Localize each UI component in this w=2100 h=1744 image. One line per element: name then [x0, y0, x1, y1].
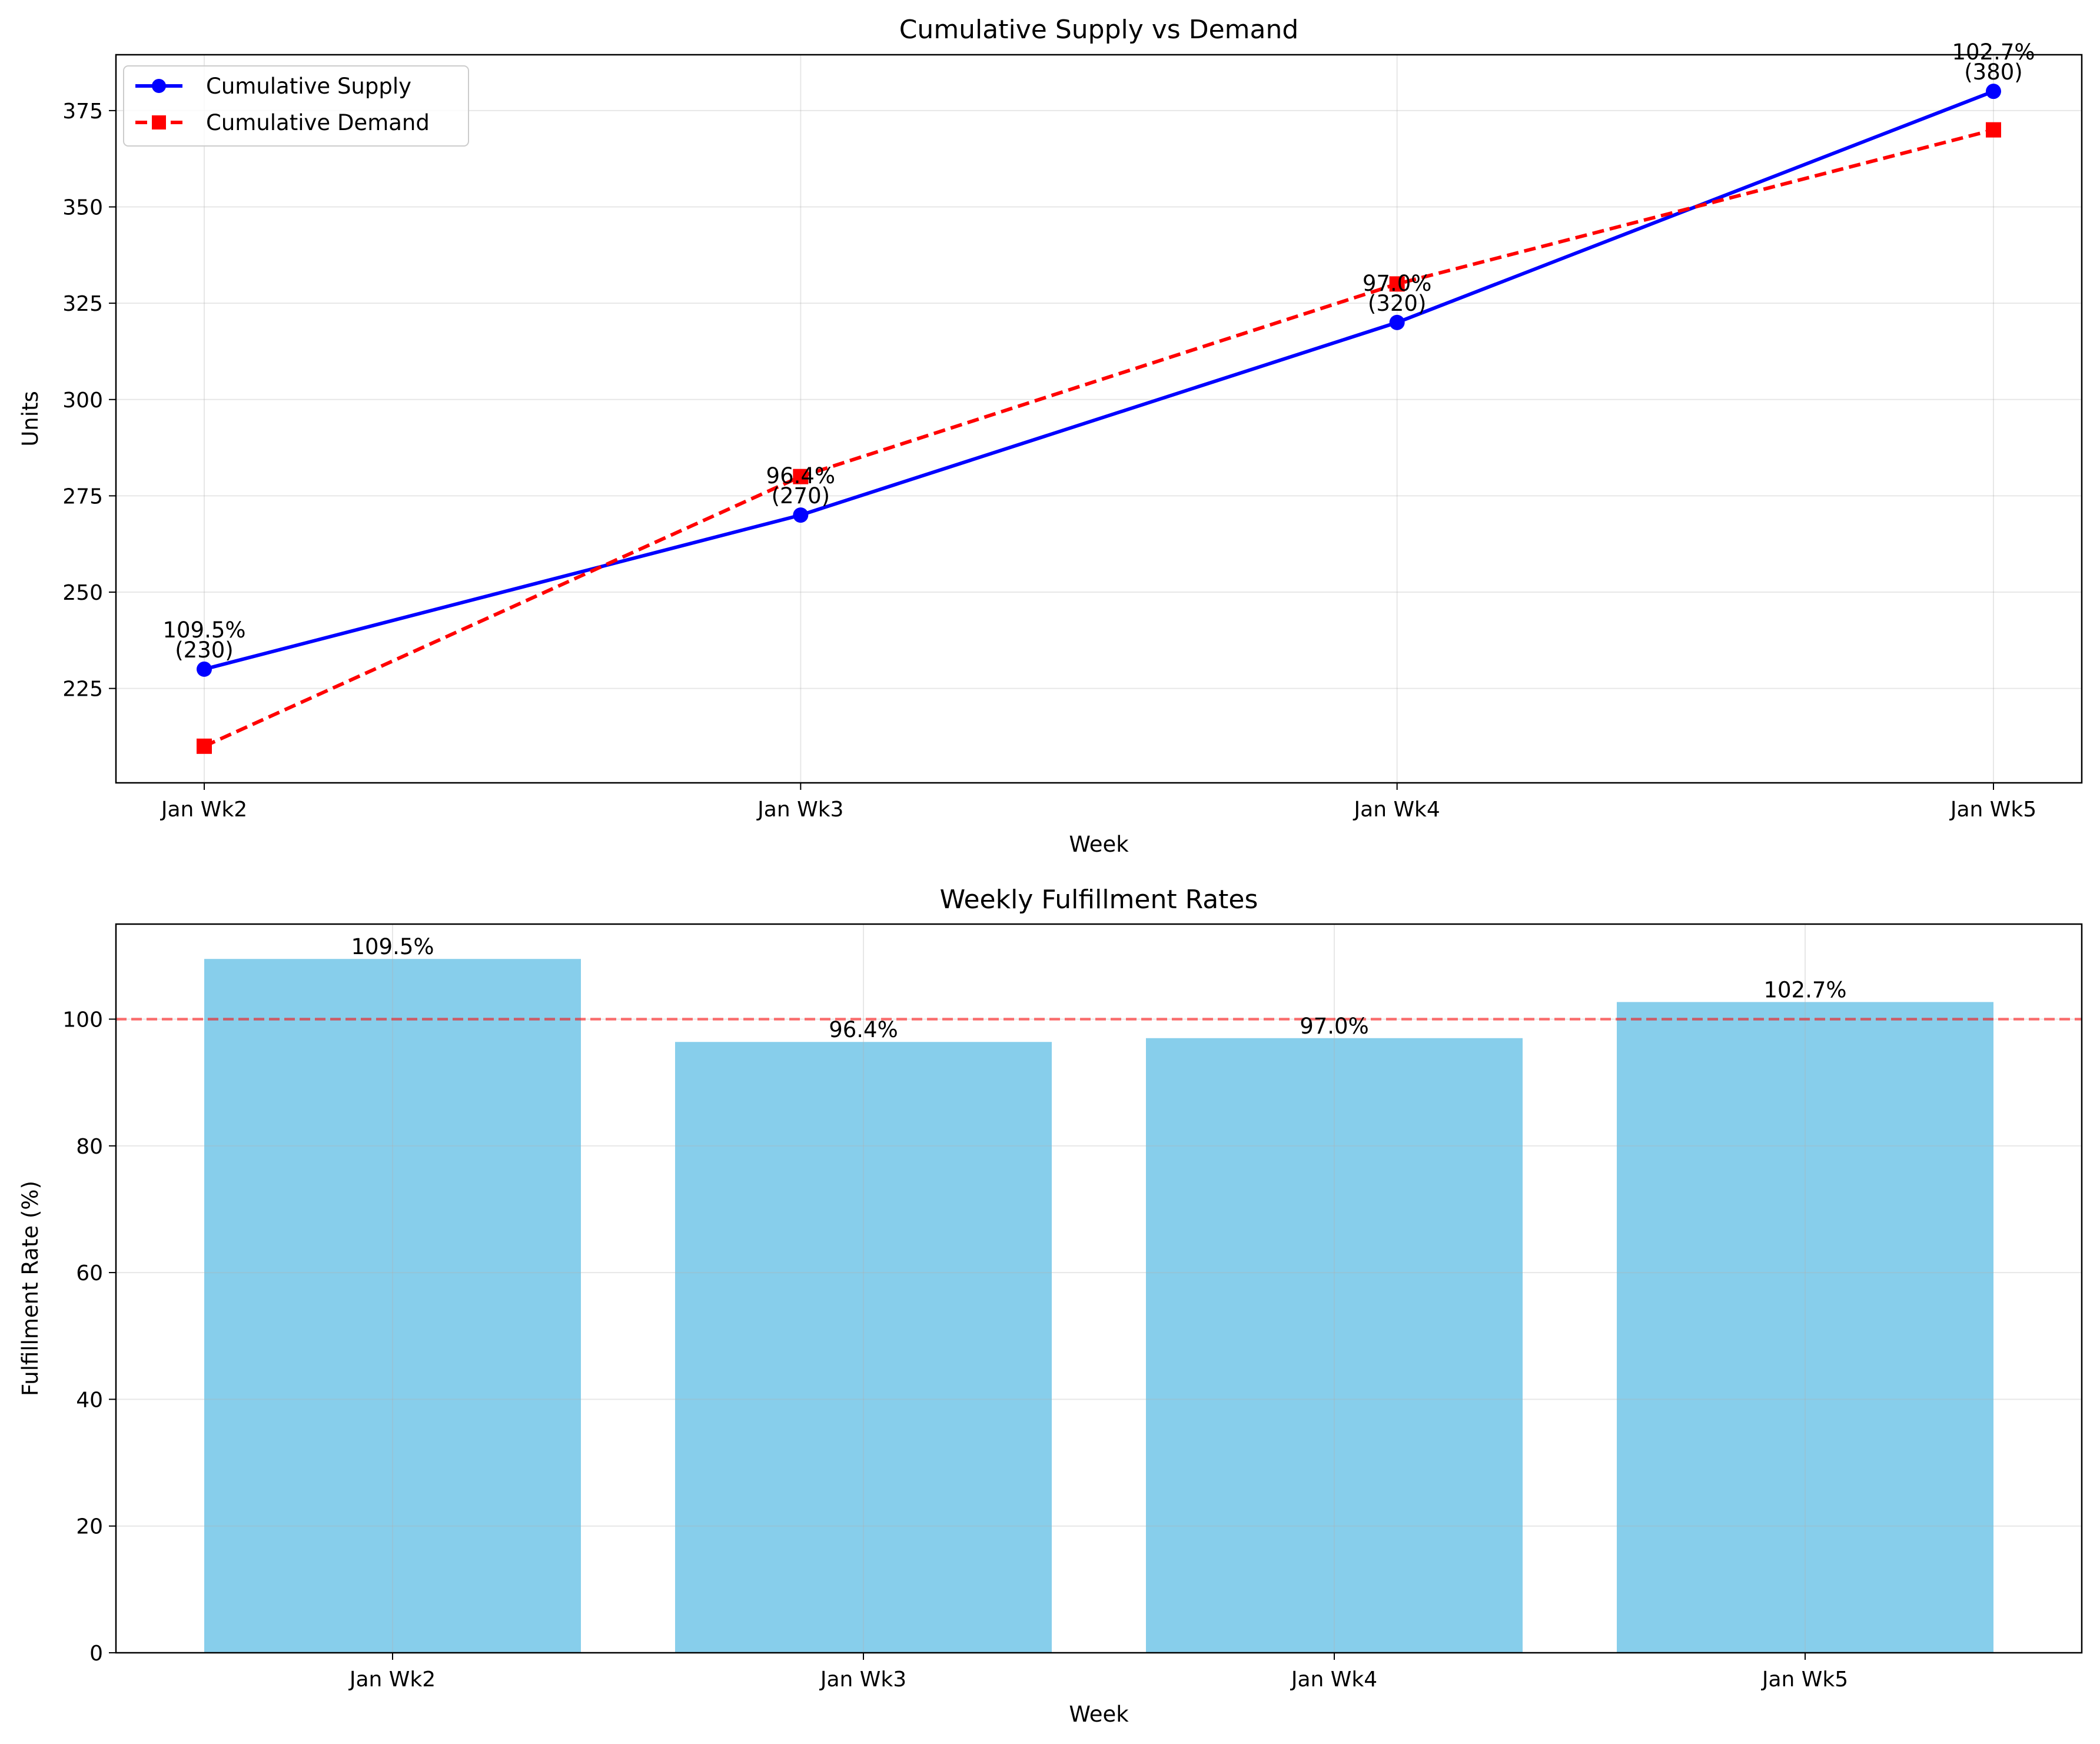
data-point-cumulative-supply-jan-wk4	[1389, 314, 1405, 330]
bar-jan-wk5	[1617, 1002, 1993, 1653]
data-point-cumulative-supply-jan-wk3	[793, 507, 809, 523]
y-tick-label-40: 40	[76, 1388, 103, 1412]
y-ticks: 0 20 40 60 80 100	[62, 1008, 116, 1666]
supply-demand-chart: 109.5%(230) 96.4%(270) 97.0%(320) 102.7%(38…	[18, 15, 2083, 857]
y-tick-label-375: 375	[62, 99, 103, 124]
y-tick-label-80: 80	[76, 1135, 103, 1159]
series-lines	[203, 89, 1995, 748]
legend-label-demand: Cumulative Demand	[206, 110, 430, 135]
data-point-cumulative-demand-jan-wk2	[197, 738, 212, 754]
y-tick-label-275: 275	[62, 484, 103, 509]
x-tick-label-jan-wk3: Jan Wk3	[819, 1667, 906, 1692]
y-tick-label-350: 350	[62, 196, 103, 220]
bar-value-label-jan-wk5: 102.7%	[1763, 977, 1846, 1002]
x-tick-label-jan-wk4: Jan Wk4	[1290, 1667, 1377, 1692]
y-axis-label: Units	[18, 391, 43, 447]
bar-jan-wk3	[675, 1042, 1052, 1653]
bar-jan-wk4	[1146, 1038, 1523, 1653]
x-tick-label-jan-wk2: Jan Wk2	[348, 1667, 436, 1692]
y-tick-label-0: 0	[89, 1642, 103, 1666]
y-tick-label-225: 225	[62, 677, 103, 702]
annotation-jan-wk5-rate: 102.7%	[1952, 39, 2035, 65]
x-tick-label-jan-wk5: Jan Wk5	[1949, 798, 2036, 822]
legend-marker-supply	[152, 79, 166, 93]
x-ticks: Jan Wk2 Jan Wk3 Jan Wk4 Jan Wk5	[348, 1653, 1848, 1692]
annotation-jan-wk4-units: (320)	[1368, 291, 1427, 316]
bar-jan-wk2	[204, 959, 581, 1653]
data-point-cumulative-demand-jan-wk3	[793, 469, 809, 484]
data-point-cumulative-demand-jan-wk4	[1389, 276, 1405, 292]
legend-entry-supply: Cumulative Supply	[135, 74, 411, 99]
legend-entry-demand: Cumulative Demand	[135, 110, 430, 135]
y-tick-label-325: 325	[62, 292, 103, 316]
x-tick-label-jan-wk5: Jan Wk5	[1761, 1667, 1848, 1692]
legend-box	[123, 65, 469, 147]
y-tick-label-250: 250	[62, 581, 103, 605]
data-point-cumulative-supply-jan-wk5	[1986, 84, 2001, 99]
annotation-jan-wk2-rate: 109.5%	[162, 617, 245, 643]
x-axis-label: Week	[1069, 1702, 1129, 1727]
x-tick-label-jan-wk4: Jan Wk4	[1353, 798, 1440, 822]
series-markers	[197, 84, 2001, 754]
annotation-jan-wk3-rate: 96.4%	[766, 463, 836, 489]
y-tick-label-100: 100	[62, 1008, 103, 1032]
bars	[204, 959, 1993, 1653]
point-annotations: 109.5%(230) 96.4%(270) 97.0%(320) 102.7%(38…	[162, 39, 2035, 663]
annotation-jan-wk5-units: (380)	[1964, 59, 2023, 85]
annotation-jan-wk3-units: (270)	[772, 483, 830, 509]
x-ticks: Jan Wk2 Jan Wk3 Jan Wk4 Jan Wk5	[160, 783, 2036, 822]
bar-value-label-jan-wk4: 97.0%	[1300, 1014, 1369, 1039]
y-axis-label: Fulfillment Rate (%)	[18, 1181, 43, 1396]
y-tick-label-300: 300	[62, 388, 103, 413]
legend-marker-demand	[152, 115, 166, 129]
bar-value-label-jan-wk3: 96.4%	[829, 1017, 898, 1042]
chart-title: Weekly Fulfillment Rates	[940, 885, 1258, 915]
x-tick-label-jan-wk2: Jan Wk2	[160, 798, 247, 822]
plot-frame	[115, 923, 2083, 1654]
legend: Cumulative Supply Cumulative Demand	[123, 65, 469, 147]
chart-title: Cumulative Supply vs Demand	[899, 15, 1299, 45]
y-tick-label-20: 20	[76, 1515, 103, 1539]
data-point-cumulative-demand-jan-wk5	[1986, 122, 2001, 138]
bar-value-label-jan-wk2: 109.5%	[351, 934, 434, 959]
y-ticks: 225 250 275 300 325 350 375	[62, 99, 116, 702]
series-line-cumulative-supply	[204, 89, 1995, 671]
series-line-cumulative-demand	[203, 128, 1994, 748]
plot-frame	[115, 54, 2083, 784]
bar-value-labels: 109.5% 96.4% 97.0% 102.7%	[351, 934, 1846, 1042]
fulfillment-rate-chart: 109.5%96.4% 97.0%102.7% Jan Wk2 Jan Wk3 Jan…	[18, 885, 2083, 1727]
annotation-jan-wk2-units: (230)	[175, 637, 234, 663]
annotation-jan-wk4-rate: 97.0%	[1363, 271, 1432, 296]
data-point-cumulative-supply-jan-wk2	[197, 661, 212, 677]
y-tick-label-60: 60	[76, 1261, 103, 1285]
x-axis-label: Week	[1069, 832, 1129, 857]
x-tick-label-jan-wk3: Jan Wk3	[756, 798, 843, 822]
legend-label-supply: Cumulative Supply	[206, 74, 411, 99]
